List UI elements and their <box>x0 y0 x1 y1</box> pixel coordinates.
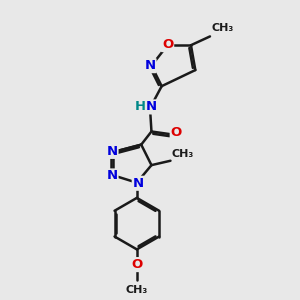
Text: O: O <box>131 258 142 271</box>
Text: O: O <box>162 38 173 51</box>
Text: N: N <box>106 169 118 182</box>
Text: N: N <box>106 145 118 158</box>
Text: CH₃: CH₃ <box>212 23 234 34</box>
Text: H: H <box>135 100 146 113</box>
Text: O: O <box>171 127 182 140</box>
Text: CH₃: CH₃ <box>126 285 148 295</box>
Text: N: N <box>146 100 157 113</box>
Text: N: N <box>144 59 156 72</box>
Text: CH₃: CH₃ <box>172 149 194 159</box>
Text: N: N <box>133 177 144 190</box>
